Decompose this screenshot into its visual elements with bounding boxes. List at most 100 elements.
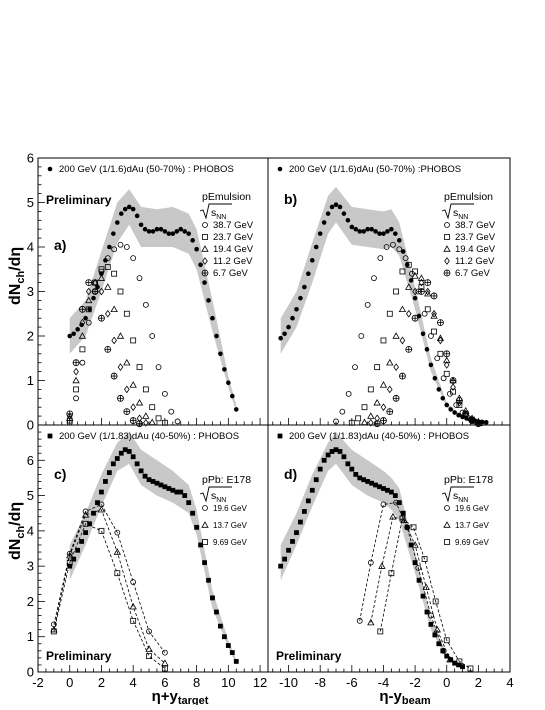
data-point xyxy=(103,479,108,484)
data-point xyxy=(412,560,418,566)
data-point xyxy=(424,609,430,615)
legend-entry: 13.7 GeV xyxy=(455,521,489,530)
data-point xyxy=(282,556,288,562)
data-point xyxy=(118,450,124,456)
data-point xyxy=(104,283,112,290)
data-point xyxy=(361,229,366,234)
data-point xyxy=(110,461,116,467)
legend-marker xyxy=(444,257,450,265)
data-point xyxy=(341,211,347,216)
data-point xyxy=(432,375,438,381)
data-point xyxy=(313,244,319,250)
data-point xyxy=(202,560,207,566)
data-point xyxy=(294,307,299,312)
data-point xyxy=(136,275,143,282)
data-point xyxy=(178,489,184,495)
data-point xyxy=(229,650,235,655)
x-label-left-main: η+y xyxy=(152,688,179,705)
y-label-sub: ch xyxy=(15,271,27,284)
data-point xyxy=(399,515,406,522)
data-point xyxy=(149,404,156,411)
data-point xyxy=(138,222,144,228)
data-point xyxy=(412,287,418,296)
data-point xyxy=(87,521,92,527)
data-point xyxy=(440,648,446,654)
data-point xyxy=(448,657,454,663)
data-point xyxy=(365,479,371,484)
data-point xyxy=(170,231,176,236)
data-point xyxy=(421,556,428,562)
data-point xyxy=(434,355,441,362)
data-point xyxy=(290,539,295,544)
data-point xyxy=(418,278,425,287)
data-point xyxy=(81,511,90,518)
data-point xyxy=(221,634,227,640)
data-point xyxy=(472,418,477,423)
data-point xyxy=(174,418,181,425)
data-point xyxy=(357,475,363,481)
data-point xyxy=(79,346,86,353)
data-point xyxy=(386,358,394,366)
data-point xyxy=(402,255,409,262)
data-point xyxy=(150,479,156,484)
data-point xyxy=(443,370,450,377)
y-tick-label: 3 xyxy=(27,559,34,574)
legend-sqrt-sub: NN xyxy=(458,497,468,504)
x-tick-label: 4 xyxy=(130,675,137,690)
data-point xyxy=(385,229,390,234)
y-tick-label: 3 xyxy=(27,284,34,299)
data-point xyxy=(456,398,463,407)
legend-entry: 11.2 GeV xyxy=(213,256,253,267)
y-label-main: dN xyxy=(7,284,24,305)
data-point xyxy=(210,595,215,601)
data-point xyxy=(123,310,130,317)
data-point xyxy=(412,295,418,301)
data-point xyxy=(396,246,403,253)
data-point xyxy=(161,390,168,397)
data-point xyxy=(106,470,112,476)
legend-marker xyxy=(201,269,209,277)
systematic-band xyxy=(69,432,237,665)
data-point xyxy=(91,295,96,301)
data-point xyxy=(98,527,105,534)
data-point xyxy=(210,315,215,321)
data-point xyxy=(130,403,136,412)
data-point xyxy=(356,617,363,624)
data-point xyxy=(352,364,358,371)
data-point xyxy=(418,288,425,295)
data-point xyxy=(381,486,386,491)
data-point xyxy=(230,393,235,399)
data-point xyxy=(393,363,399,372)
data-point xyxy=(225,643,231,648)
data-point xyxy=(114,456,120,461)
e178-curve xyxy=(53,503,166,653)
data-point xyxy=(282,331,287,337)
x-tick-label: -4 xyxy=(378,675,390,690)
legend-entry: 9.69 GeV xyxy=(455,538,489,547)
x-tick-label: -2 xyxy=(32,675,44,690)
legend-marker xyxy=(443,521,451,528)
data-point xyxy=(130,337,137,344)
legend-marker xyxy=(444,234,450,240)
data-point xyxy=(383,244,390,250)
legend-marker xyxy=(443,245,451,252)
data-point xyxy=(146,477,152,483)
data-point xyxy=(111,336,117,345)
data-point xyxy=(396,500,402,506)
data-point xyxy=(353,472,359,477)
data-point xyxy=(71,331,76,337)
data-point xyxy=(333,447,339,453)
data-point xyxy=(371,275,377,282)
data-point xyxy=(317,466,323,472)
data-point xyxy=(405,283,413,290)
data-point xyxy=(367,386,374,393)
data-point xyxy=(73,367,79,376)
legend-title: pEmulsion xyxy=(444,191,493,203)
data-point xyxy=(448,407,453,412)
data-point xyxy=(400,510,406,516)
data-point xyxy=(72,376,80,384)
sqrt-symbol xyxy=(199,486,232,503)
data-point xyxy=(321,220,327,225)
data-point xyxy=(115,220,120,225)
